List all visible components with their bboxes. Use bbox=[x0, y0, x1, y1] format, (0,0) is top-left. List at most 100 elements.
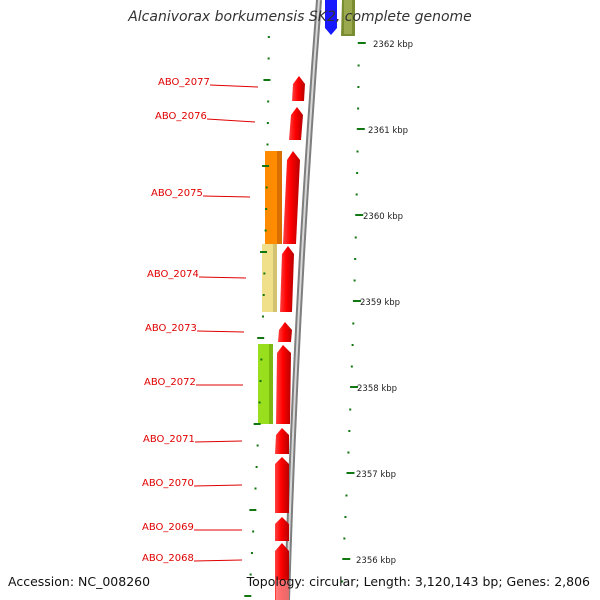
kbp-label: 2357 kbp bbox=[356, 470, 396, 480]
leader-line bbox=[193, 559, 243, 562]
scale-tick bbox=[252, 530, 255, 533]
scale-tick bbox=[343, 537, 346, 540]
scale-tick bbox=[356, 172, 359, 174]
scale-tick bbox=[342, 558, 351, 560]
scale-tick bbox=[264, 229, 267, 232]
gene-label-ABO_2075[interactable]: ABO_2075 bbox=[151, 188, 203, 199]
scale-tick bbox=[351, 344, 354, 346]
gene-label-ABO_2076[interactable]: ABO_2076 bbox=[155, 111, 207, 122]
gene-label-ABO_2073[interactable]: ABO_2073 bbox=[145, 323, 197, 334]
gene-arrow-ABO_2075[interactable] bbox=[283, 151, 300, 244]
gene-label-ABO_2070[interactable]: ABO_2070 bbox=[142, 478, 194, 489]
genome-backbone-highlight bbox=[286, 0, 320, 600]
scale-tick bbox=[260, 251, 268, 253]
scale-tick bbox=[258, 401, 261, 404]
tick-ring-left bbox=[244, 36, 271, 597]
kbp-label: 2358 kbp bbox=[357, 384, 397, 394]
gene-label-ABO_2071[interactable]: ABO_2071 bbox=[143, 434, 195, 445]
gene-arrow-ABO_2077[interactable] bbox=[292, 76, 305, 101]
gene-leader-lines bbox=[193, 84, 259, 562]
cog-block-khaki-shade bbox=[273, 244, 277, 312]
gene-tail bbox=[276, 580, 289, 600]
gene-arrow-ABO_2072[interactable] bbox=[276, 345, 291, 424]
scale-tick bbox=[253, 423, 261, 425]
scale-tick bbox=[350, 386, 359, 388]
kbp-label: 2360 kbp bbox=[363, 212, 403, 222]
gene-arrow-ABO_2071[interactable] bbox=[275, 428, 289, 454]
scale-tick bbox=[357, 86, 360, 88]
genome-summary-text: Topology: circular; Length: 3,120,143 bp… bbox=[246, 574, 590, 589]
scale-tick bbox=[244, 595, 252, 597]
scale-tick bbox=[355, 214, 364, 216]
scale-tick bbox=[353, 279, 356, 282]
leader-line bbox=[209, 84, 259, 88]
cog-block-orange-shade bbox=[277, 151, 282, 244]
gene-arrow-ABO_2074[interactable] bbox=[280, 246, 294, 312]
scale-tick bbox=[263, 79, 271, 81]
scale-tick bbox=[348, 430, 351, 432]
scale-tick bbox=[352, 300, 361, 302]
scale-tick bbox=[355, 193, 358, 196]
leader-line bbox=[198, 276, 247, 279]
cog-block-lime-shade bbox=[269, 344, 273, 424]
gene-arrow-ABO_2070[interactable] bbox=[275, 457, 289, 513]
scale-tick bbox=[256, 444, 259, 447]
leader-line bbox=[194, 440, 243, 443]
scale-tick bbox=[354, 258, 357, 260]
gene-arrow-ABO_2076[interactable] bbox=[289, 107, 303, 140]
scale-tick bbox=[349, 408, 352, 411]
accession-text: Accession: NC_008260 bbox=[8, 574, 151, 589]
scale-tick bbox=[267, 57, 270, 60]
scale-tick bbox=[352, 322, 355, 325]
gene-label-ABO_2074[interactable]: ABO_2074 bbox=[147, 269, 199, 280]
top-olive-feature-inner bbox=[344, 0, 352, 34]
scale-tick bbox=[263, 272, 266, 275]
scale-tick bbox=[357, 64, 360, 67]
scale-tick bbox=[254, 487, 257, 490]
leader-line bbox=[202, 195, 251, 198]
genome-title: Alcanivorax borkumensis SK2, complete ge… bbox=[128, 9, 472, 25]
scale-tick bbox=[356, 150, 359, 153]
kbp-label: 2362 kbp bbox=[373, 40, 413, 50]
scale-tick bbox=[260, 358, 263, 361]
scale-tick bbox=[266, 143, 269, 146]
kbp-label: 2361 kbp bbox=[368, 126, 408, 136]
leader-line bbox=[193, 484, 243, 487]
scale-tick bbox=[344, 516, 347, 518]
gene-label-ABO_2072[interactable]: ABO_2072 bbox=[144, 377, 196, 388]
kbp-label: 2356 kbp bbox=[356, 556, 396, 566]
kbp-label: 2359 kbp bbox=[360, 298, 400, 308]
scale-tick bbox=[341, 580, 344, 583]
scale-tick bbox=[249, 573, 252, 576]
scale-tick bbox=[267, 36, 270, 38]
leader-line bbox=[206, 118, 256, 123]
scale-tick bbox=[346, 472, 355, 474]
scale-tick bbox=[257, 337, 265, 339]
scale-tick bbox=[265, 186, 268, 189]
scale-tick bbox=[357, 107, 360, 110]
scale-tick bbox=[347, 451, 350, 454]
scale-tick bbox=[259, 380, 262, 382]
gene-label-ABO_2069[interactable]: ABO_2069 bbox=[142, 522, 194, 533]
gene-arrow-ABO_2069[interactable] bbox=[275, 517, 289, 541]
scale-tick bbox=[262, 165, 270, 167]
scale-tick bbox=[267, 100, 270, 103]
scale-tick bbox=[357, 42, 366, 44]
gene-arrow-ABO_2073[interactable] bbox=[278, 322, 292, 342]
scale-tick bbox=[266, 122, 269, 124]
tick-ring-right bbox=[341, 42, 366, 583]
gene-label-ABO_2077[interactable]: ABO_2077 bbox=[158, 77, 210, 88]
scale-tick bbox=[350, 365, 353, 368]
scale-tick bbox=[261, 315, 264, 318]
scale-tick bbox=[250, 552, 253, 554]
scale-tick bbox=[249, 509, 257, 511]
scale-tick bbox=[265, 208, 268, 210]
scale-tick bbox=[255, 466, 258, 468]
top-blue-feature bbox=[325, 0, 337, 35]
leader-line bbox=[196, 330, 245, 333]
scale-tick bbox=[262, 294, 265, 296]
gene-label-ABO_2068[interactable]: ABO_2068 bbox=[142, 553, 194, 564]
scale-tick bbox=[354, 236, 357, 239]
scale-tick bbox=[345, 494, 348, 497]
